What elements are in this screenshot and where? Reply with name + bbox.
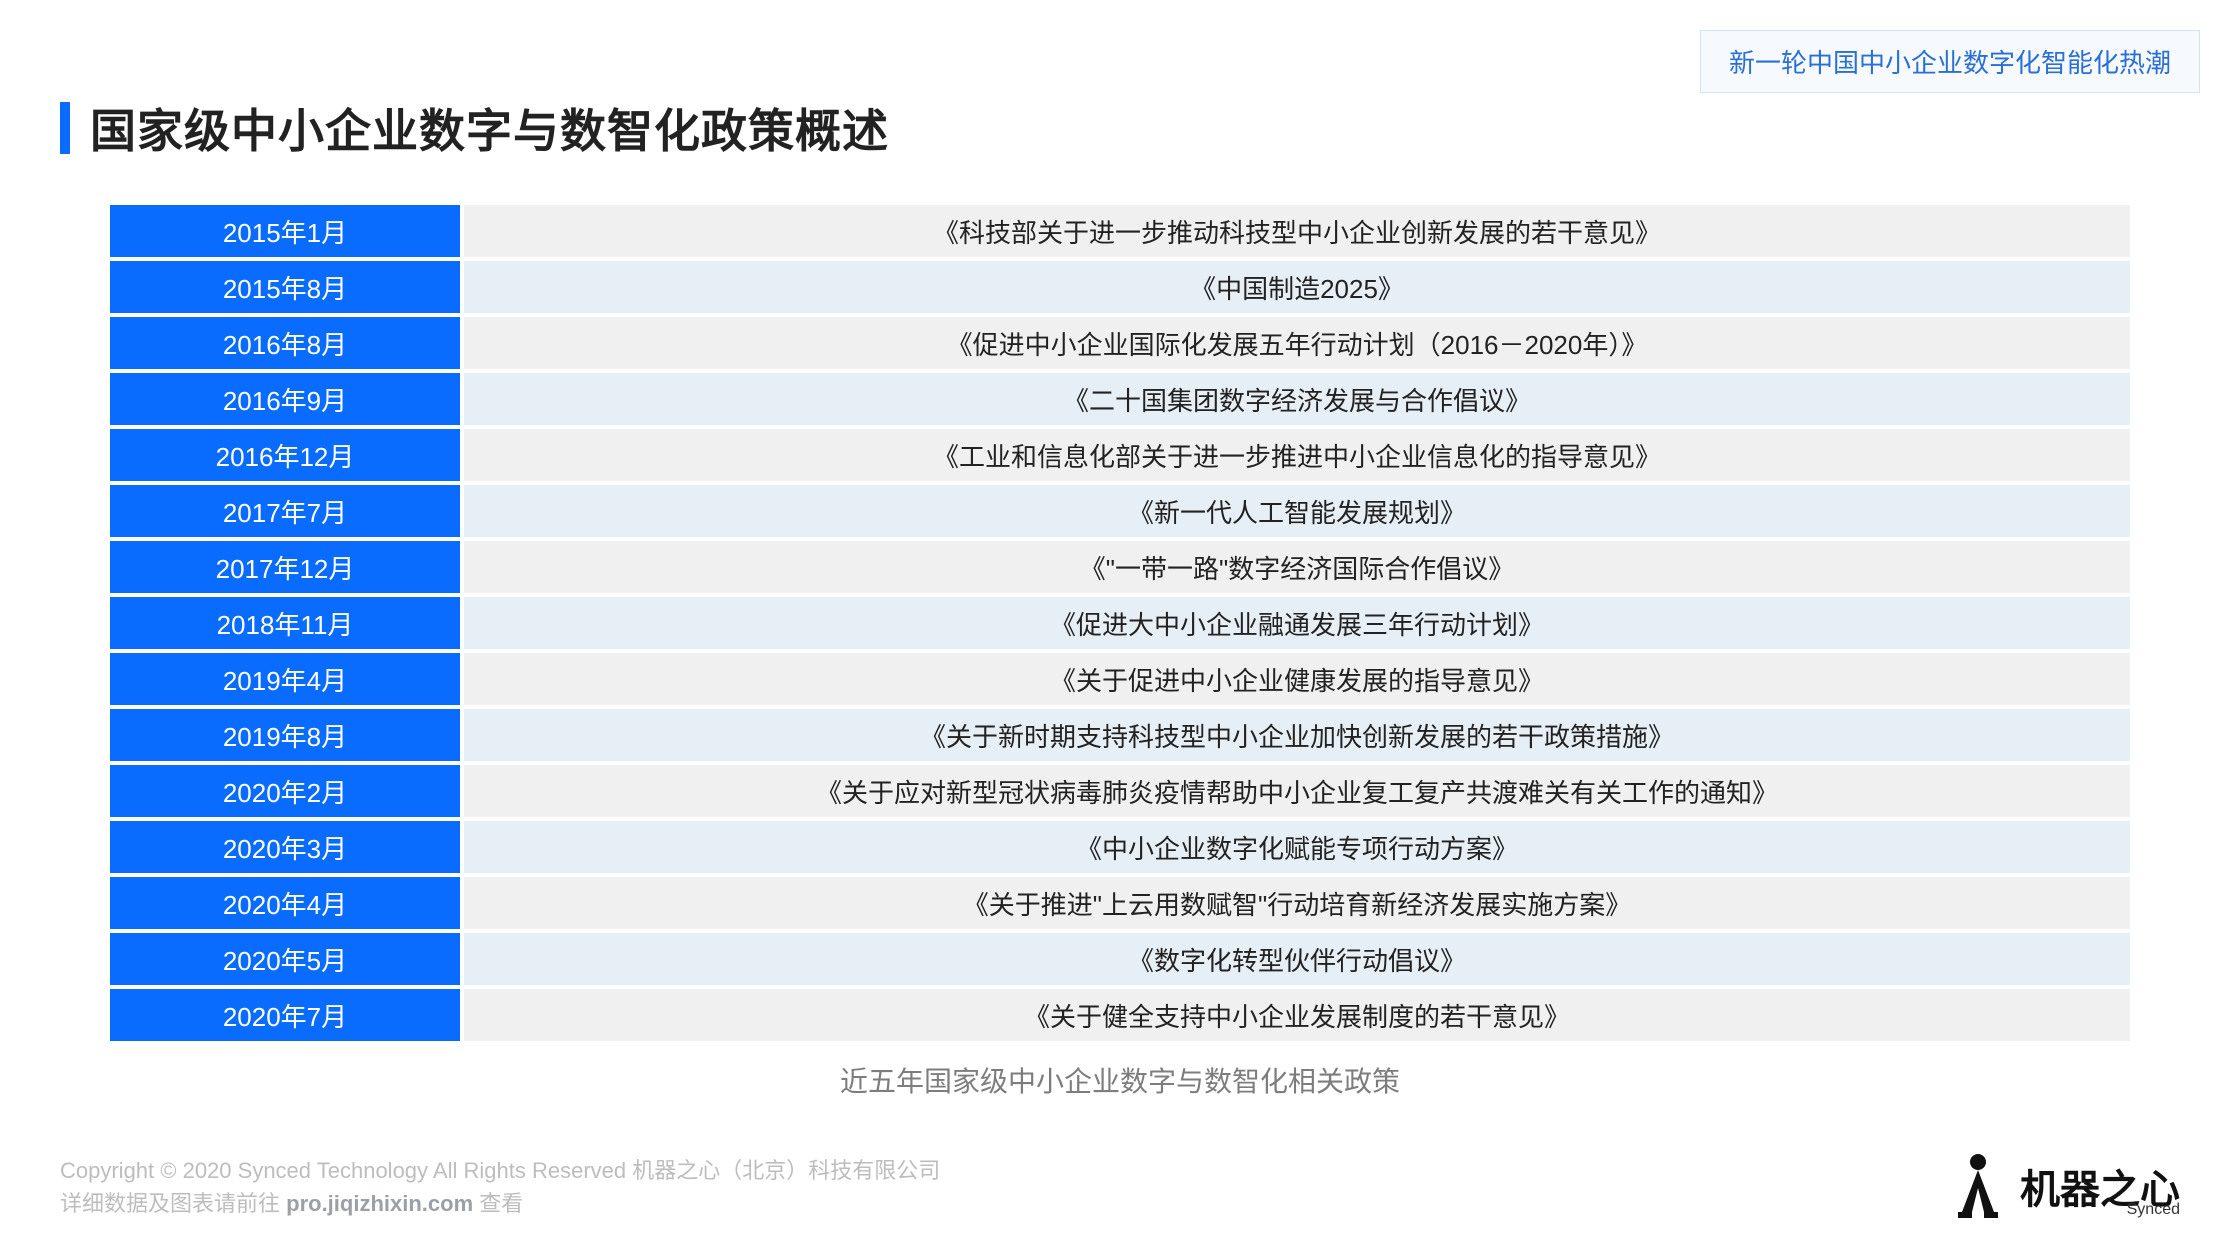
table-row: 2020年5月《数字化转型伙伴行动倡议》 <box>110 933 2130 985</box>
date-cell: 2015年8月 <box>110 261 460 313</box>
corner-tag: 新一轮中国中小企业数字化智能化热潮 <box>1700 30 2200 93</box>
date-cell: 2020年5月 <box>110 933 460 985</box>
desc-cell: 《新一代人工智能发展规划》 <box>464 485 2130 537</box>
table-row: 2016年9月《二十国集团数字经济发展与合作倡议》 <box>110 373 2130 425</box>
title-bar: 国家级中小企业数字与数智化政策概述 <box>60 95 889 161</box>
date-cell: 2016年12月 <box>110 429 460 481</box>
table-row: 2017年7月《新一代人工智能发展规划》 <box>110 485 2130 537</box>
brand-logo-sub: Synced <box>2127 1201 2180 1219</box>
title-accent <box>60 102 70 154</box>
date-cell: 2020年4月 <box>110 877 460 929</box>
page-title: 国家级中小企业数字与数智化政策概述 <box>90 95 889 161</box>
desc-cell: 《关于应对新型冠状病毒肺炎疫情帮助中小企业复工复产共渡难关有关工作的通知》 <box>464 765 2130 817</box>
table-row: 2016年8月《促进中小企业国际化发展五年行动计划（2016－2020年）》 <box>110 317 2130 369</box>
slide: 新一轮中国中小企业数字化智能化热潮 国家级中小企业数字与数智化政策概述 2015… <box>0 0 2240 1260</box>
desc-cell: 《中国制造2025》 <box>464 261 2130 313</box>
date-cell: 2020年3月 <box>110 821 460 873</box>
brand-logo-icon <box>1950 1152 2006 1220</box>
desc-cell: 《促进大中小企业融通发展三年行动计划》 <box>464 597 2130 649</box>
table-row: 2019年8月《关于新时期支持科技型中小企业加快创新发展的若干政策措施》 <box>110 709 2130 761</box>
footer-prefix: 详细数据及图表请前往 <box>60 1191 286 1216</box>
desc-cell: 《关于健全支持中小企业发展制度的若干意见》 <box>464 989 2130 1041</box>
date-cell: 2017年7月 <box>110 485 460 537</box>
table-row: 2016年12月《工业和信息化部关于进一步推进中小企业信息化的指导意见》 <box>110 429 2130 481</box>
desc-cell: 《中小企业数字化赋能专项行动方案》 <box>464 821 2130 873</box>
desc-cell: 《促进中小企业国际化发展五年行动计划（2016－2020年）》 <box>464 317 2130 369</box>
policy-table: 2015年1月《科技部关于进一步推动科技型中小企业创新发展的若干意见》2015年… <box>110 205 2130 1045</box>
table-caption: 近五年国家级中小企业数字与数智化相关政策 <box>0 1060 2240 1100</box>
date-cell: 2016年8月 <box>110 317 460 369</box>
desc-cell: 《关于推进"上云用数赋智"行动培育新经济发展实施方案》 <box>464 877 2130 929</box>
desc-cell: 《二十国集团数字经济发展与合作倡议》 <box>464 373 2130 425</box>
table-row: 2017年12月《"一带一路"数字经济国际合作倡议》 <box>110 541 2130 593</box>
table-row: 2019年4月《关于促进中小企业健康发展的指导意见》 <box>110 653 2130 705</box>
table-row: 2020年2月《关于应对新型冠状病毒肺炎疫情帮助中小企业复工复产共渡难关有关工作… <box>110 765 2130 817</box>
date-cell: 2018年11月 <box>110 597 460 649</box>
date-cell: 2019年4月 <box>110 653 460 705</box>
desc-cell: 《"一带一路"数字经济国际合作倡议》 <box>464 541 2130 593</box>
table-row: 2020年3月《中小企业数字化赋能专项行动方案》 <box>110 821 2130 873</box>
footer-datalink-line: 详细数据及图表请前往 pro.jiqizhixin.com 查看 <box>60 1187 940 1220</box>
table-row: 2015年1月《科技部关于进一步推动科技型中小企业创新发展的若干意见》 <box>110 205 2130 257</box>
footer-copyright: Copyright © 2020 Synced Technology All R… <box>60 1154 940 1187</box>
date-cell: 2015年1月 <box>110 205 460 257</box>
table-row: 2018年11月《促进大中小企业融通发展三年行动计划》 <box>110 597 2130 649</box>
date-cell: 2019年8月 <box>110 709 460 761</box>
date-cell: 2016年9月 <box>110 373 460 425</box>
desc-cell: 《工业和信息化部关于进一步推进中小企业信息化的指导意见》 <box>464 429 2130 481</box>
desc-cell: 《关于促进中小企业健康发展的指导意见》 <box>464 653 2130 705</box>
desc-cell: 《关于新时期支持科技型中小企业加快创新发展的若干政策措施》 <box>464 709 2130 761</box>
table-row: 2020年4月《关于推进"上云用数赋智"行动培育新经济发展实施方案》 <box>110 877 2130 929</box>
desc-cell: 《科技部关于进一步推动科技型中小企业创新发展的若干意见》 <box>464 205 2130 257</box>
footer-suffix: 查看 <box>473 1191 523 1216</box>
footer-link[interactable]: pro.jiqizhixin.com <box>286 1191 473 1216</box>
brand-logo: 机器之心 Synced <box>1950 1152 2180 1220</box>
date-cell: 2020年2月 <box>110 765 460 817</box>
date-cell: 2017年12月 <box>110 541 460 593</box>
desc-cell: 《数字化转型伙伴行动倡议》 <box>464 933 2130 985</box>
table-row: 2015年8月《中国制造2025》 <box>110 261 2130 313</box>
date-cell: 2020年7月 <box>110 989 460 1041</box>
footer: Copyright © 2020 Synced Technology All R… <box>60 1154 940 1220</box>
table-row: 2020年7月《关于健全支持中小企业发展制度的若干意见》 <box>110 989 2130 1041</box>
